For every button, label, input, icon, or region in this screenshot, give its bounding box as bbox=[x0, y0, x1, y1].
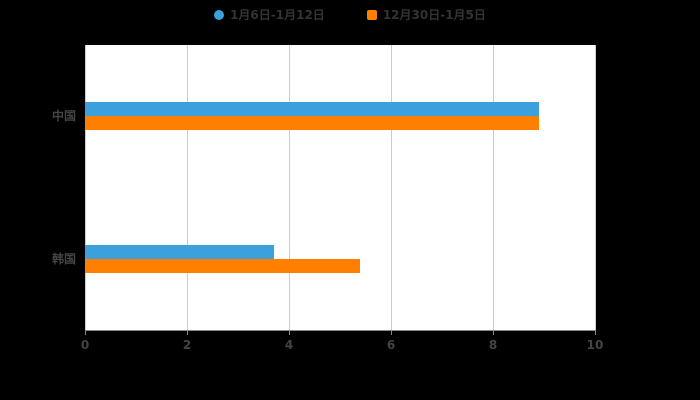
x-tick-mark-6 bbox=[391, 330, 392, 335]
x-tick-mark-2 bbox=[187, 330, 188, 335]
bar-series0-cat0 bbox=[85, 102, 539, 117]
bar-series1-cat1 bbox=[85, 258, 361, 273]
plot-area bbox=[85, 45, 596, 330]
bar-series0-cat1 bbox=[85, 244, 274, 259]
bar-series1-cat0 bbox=[85, 116, 539, 131]
x-tick-label-6: 6 bbox=[386, 338, 396, 352]
x-tick-label-0: 0 bbox=[80, 338, 90, 352]
x-tick-label-2: 2 bbox=[182, 338, 192, 352]
legend-label: 12月30日-1月5日 bbox=[382, 8, 486, 22]
x-tick-label-8: 8 bbox=[488, 338, 498, 352]
gridline-x-2 bbox=[187, 45, 188, 330]
legend-marker-icon bbox=[366, 9, 377, 20]
gridline-x-4 bbox=[289, 45, 290, 330]
x-tick-mark-0 bbox=[85, 330, 86, 335]
x-tick-mark-4 bbox=[289, 330, 290, 335]
y-category-label-1: 韩国 bbox=[51, 251, 76, 266]
gridline-x-10 bbox=[595, 45, 596, 330]
y-category-label-0: 中国 bbox=[51, 109, 76, 124]
chart-legend: 1月6日-1月12日 12月30日-1月5日 bbox=[0, 6, 700, 23]
x-tick-label-4: 4 bbox=[284, 338, 294, 352]
x-axis-line bbox=[85, 330, 595, 331]
x-tick-mark-10 bbox=[595, 330, 596, 335]
legend-item-0[interactable]: 1月6日-1月12日 bbox=[214, 6, 325, 23]
gridline-x-6 bbox=[391, 45, 392, 330]
x-tick-mark-8 bbox=[493, 330, 494, 335]
gridline-x-0 bbox=[85, 45, 86, 330]
legend-item-1[interactable]: 12月30日-1月5日 bbox=[366, 6, 486, 23]
legend-marker-icon bbox=[214, 9, 225, 20]
legend-label: 1月6日-1月12日 bbox=[230, 8, 325, 22]
gridline-x-8 bbox=[493, 45, 494, 330]
x-tick-label-10: 10 bbox=[586, 338, 604, 352]
